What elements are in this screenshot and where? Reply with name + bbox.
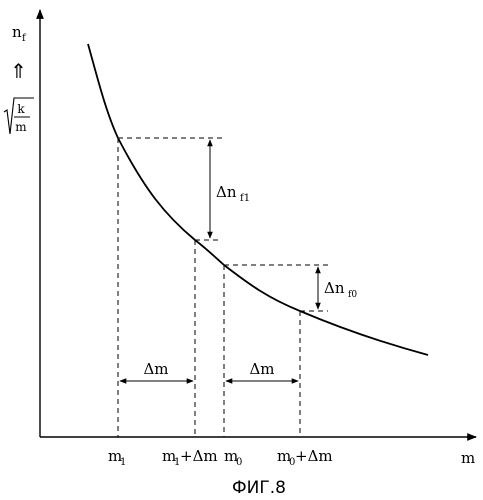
tick-m1: m 1 (108, 447, 126, 468)
svg-text:+Δm: +Δm (180, 447, 218, 465)
delta-m-label-2: Δm (249, 360, 274, 378)
y-axis-symbol: n (12, 23, 22, 41)
tick-m0-plus-dm: m 0 +Δm (277, 447, 333, 468)
delta-nf0-label: Δn (324, 279, 345, 297)
nf-curve (88, 44, 428, 355)
y-axis-arrow: ⇑ (10, 59, 27, 83)
tick-m1-plus-dm: m 1 +Δm (162, 447, 218, 468)
delta-nf1-label: Δn (216, 183, 237, 201)
svg-text:+Δm: +Δm (295, 447, 333, 465)
sqrt-denominator: m (15, 120, 27, 134)
svg-text:0: 0 (236, 457, 242, 468)
tick-m0: m 0 (224, 447, 242, 468)
delta-m-label-1: Δm (143, 360, 168, 378)
svg-text:1: 1 (120, 457, 126, 468)
delta-nf1-sub: f1 (240, 193, 250, 204)
figure-caption: ФИГ.8 (232, 478, 286, 498)
delta-nf0-sub: f0 (348, 290, 357, 300)
x-axis-label: m (461, 449, 475, 467)
y-axis-subscript: f (22, 33, 27, 44)
sqrt-numerator: k (17, 102, 25, 116)
